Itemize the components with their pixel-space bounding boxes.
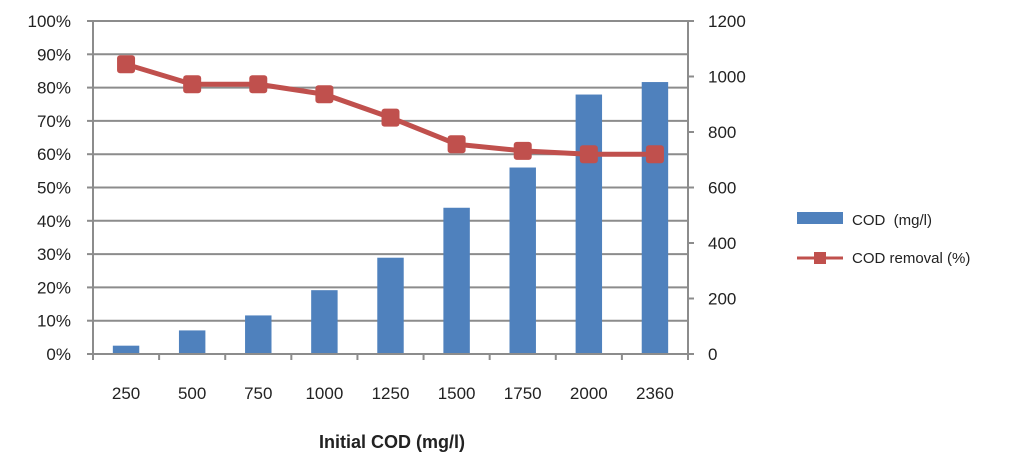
bar (443, 207, 470, 354)
y-right-tick-label: 800 (708, 123, 736, 142)
x-tick-label: 2000 (570, 384, 608, 403)
line-marker (579, 145, 598, 164)
bar (641, 82, 669, 355)
y-left-tick-label: 40% (37, 212, 71, 231)
y-left-tick-label: 20% (37, 278, 71, 297)
axes: 0% 10% 20% 30% 40% 50% 60% 70% 80% 90% 100% 0 200 400… (28, 12, 746, 403)
line-marker (447, 135, 466, 154)
y-right-tick-label: 0 (708, 345, 717, 364)
bar-series (112, 82, 669, 355)
line-marker (249, 75, 268, 94)
legend-marker-removal (814, 252, 826, 264)
line-series (117, 55, 664, 164)
bar (245, 315, 272, 354)
line-marker (117, 55, 136, 74)
y-left-tick-label: 100% (28, 12, 71, 31)
bar (575, 94, 603, 354)
bar (509, 167, 536, 354)
y-left-tick-label: 0% (46, 345, 71, 364)
bar (178, 330, 206, 354)
x-tick-label: 1500 (438, 384, 476, 403)
y-left-tick-label: 30% (37, 245, 71, 264)
y-right-tick-label: 400 (708, 234, 736, 253)
y-right-tick-label: 600 (708, 179, 736, 198)
x-tick-label: 750 (244, 384, 272, 403)
x-tick-label: 250 (112, 384, 140, 403)
line-marker (315, 85, 334, 104)
legend-label-removal: COD removal (%) (852, 250, 970, 267)
x-tick-label: 2360 (636, 384, 674, 403)
x-tick-label: 1750 (504, 384, 542, 403)
x-tick-label: 1250 (372, 384, 410, 403)
y-left-tick-label: 10% (37, 312, 71, 331)
y-left-tick-label: 60% (37, 145, 71, 164)
y-right-tick-label: 1200 (708, 12, 746, 31)
y-left-tick-label: 80% (37, 79, 71, 98)
y-left-tick-label: 90% (37, 45, 71, 64)
y-left-tick-label: 50% (37, 179, 71, 198)
line-marker (645, 145, 664, 164)
gridlines (93, 20, 688, 355)
line-marker (183, 75, 202, 94)
bar (377, 257, 404, 354)
x-axis-title: Initial COD (mg/l) (319, 432, 465, 452)
y-right-tick-label: 1000 (708, 68, 746, 87)
bar (112, 345, 140, 354)
line-marker (381, 108, 400, 127)
y-right-tick-label: 200 (708, 290, 736, 309)
line-marker (513, 141, 532, 160)
legend-swatch-cod (797, 212, 843, 224)
y-left-tick-label: 70% (37, 112, 71, 131)
x-tick-label: 500 (178, 384, 206, 403)
bar (311, 290, 338, 354)
x-tick-label: 1000 (305, 384, 343, 403)
legend: COD (mg/l) COD removal (%) (797, 212, 970, 267)
legend-label-cod: COD (mg/l) (852, 212, 932, 229)
